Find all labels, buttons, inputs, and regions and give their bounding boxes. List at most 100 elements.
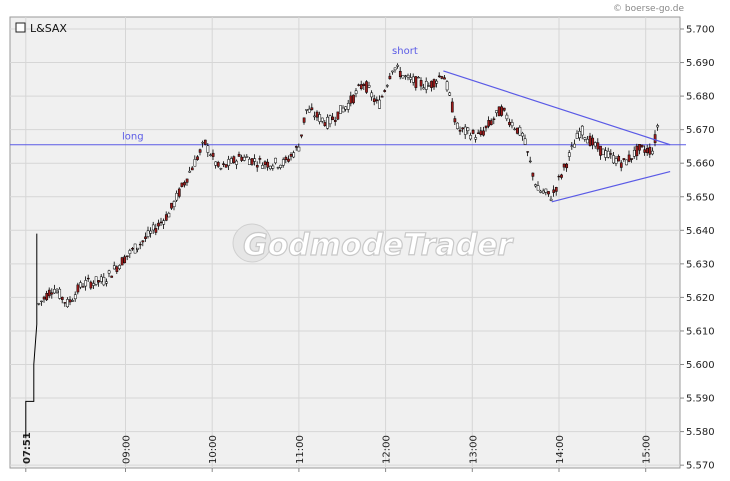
plot-background [9, 16, 681, 469]
candle-body [391, 70, 394, 73]
candle-body [609, 153, 613, 155]
candle-body [89, 281, 93, 289]
candle-body [146, 230, 150, 237]
candle-body [643, 149, 647, 153]
candle-body [471, 129, 475, 134]
candle-body [453, 118, 457, 123]
candle-body [172, 201, 176, 208]
candle-body [313, 115, 316, 118]
y-tick-label: 5.620 [686, 293, 715, 304]
candle-body [105, 281, 108, 284]
candle-body [136, 247, 140, 250]
candle-body [617, 155, 621, 162]
candle-body [58, 288, 62, 299]
candle-body [409, 77, 413, 80]
y-tick-label: 5.690 [686, 58, 715, 69]
candle-body [99, 276, 103, 282]
candle-body [333, 119, 337, 122]
candle-body [159, 221, 163, 224]
candle-body [276, 167, 280, 169]
annotation-labels: long short [122, 46, 418, 143]
price-series [25, 63, 660, 439]
candle-body [198, 149, 202, 153]
candle-body [362, 83, 366, 86]
candle-body [219, 168, 223, 170]
y-tick-label: 5.700 [686, 25, 715, 36]
candle-body [653, 134, 657, 143]
candle-body [102, 277, 106, 286]
candle-body [370, 92, 374, 98]
candle-body [232, 156, 236, 164]
candle-body [526, 151, 530, 153]
candle-body [580, 125, 584, 136]
y-axis: 5.700 5.690 5.680 5.670 5.660 5.650 5.640 5.630… [680, 25, 715, 472]
candle-body [588, 135, 592, 146]
candle-body [456, 122, 459, 129]
candle-body [86, 277, 90, 280]
y-tick-label: 5.670 [686, 125, 715, 136]
candle-body [385, 85, 389, 87]
x-tick-label: 09:00 [122, 435, 133, 464]
candle-body [518, 127, 522, 136]
candle-body [68, 299, 72, 303]
candle-body [513, 128, 517, 131]
candle-body [622, 158, 626, 160]
candle-body [531, 172, 535, 177]
watermark-circle [232, 223, 272, 263]
candle-body [648, 146, 652, 155]
candle-body [331, 116, 335, 120]
candle-body [575, 133, 579, 139]
candle-body [203, 139, 207, 145]
candle-body [326, 116, 329, 129]
candle-body [125, 255, 129, 257]
candle-body [201, 142, 205, 144]
credit-text: © boerse-go.de [613, 4, 684, 14]
short-label: short [392, 46, 418, 57]
candle-body [552, 189, 556, 193]
candle-body [435, 80, 439, 84]
watermark-text: GodmodeTrader [243, 228, 514, 263]
candle-body [523, 138, 527, 145]
candle-body [185, 178, 189, 183]
long-label: long [122, 132, 144, 143]
candle-body [380, 96, 384, 98]
candle-body [144, 236, 147, 239]
candle-body [638, 144, 641, 151]
candle-body [651, 150, 654, 155]
candle-body [183, 182, 186, 186]
candle-body [341, 107, 345, 113]
candle-body [359, 84, 363, 90]
candle-body [463, 126, 467, 135]
x-tick-label: 11:00 [295, 435, 306, 464]
candle-body [357, 84, 361, 86]
candle-body [591, 137, 595, 146]
candle-body [149, 230, 153, 234]
x-tick-label: 13:00 [468, 435, 479, 464]
candle-body [562, 163, 566, 168]
candle-body [414, 76, 418, 88]
candle-body [567, 152, 571, 157]
candle-body [320, 117, 324, 122]
candle-body [190, 167, 194, 171]
y-tick-label: 5.580 [686, 427, 715, 438]
candle-body [279, 164, 283, 168]
candle-body [133, 243, 137, 254]
candle-body [632, 150, 636, 157]
candle-body [484, 125, 488, 129]
watermark-logo: GodmodeTrader [232, 223, 515, 264]
candle-body [445, 81, 449, 91]
candle-body [138, 243, 142, 246]
x-tick-label: 12:00 [382, 435, 393, 464]
candle-body [336, 111, 340, 120]
candle-body [193, 159, 197, 167]
candle-body [323, 122, 327, 127]
candle-body [557, 175, 561, 178]
candle-body [502, 107, 506, 111]
candle-body [492, 118, 496, 120]
candle-body [630, 158, 634, 160]
candle-body [40, 300, 43, 303]
candle-body [115, 266, 119, 272]
candle-body [214, 161, 218, 166]
candle-body [625, 159, 628, 166]
